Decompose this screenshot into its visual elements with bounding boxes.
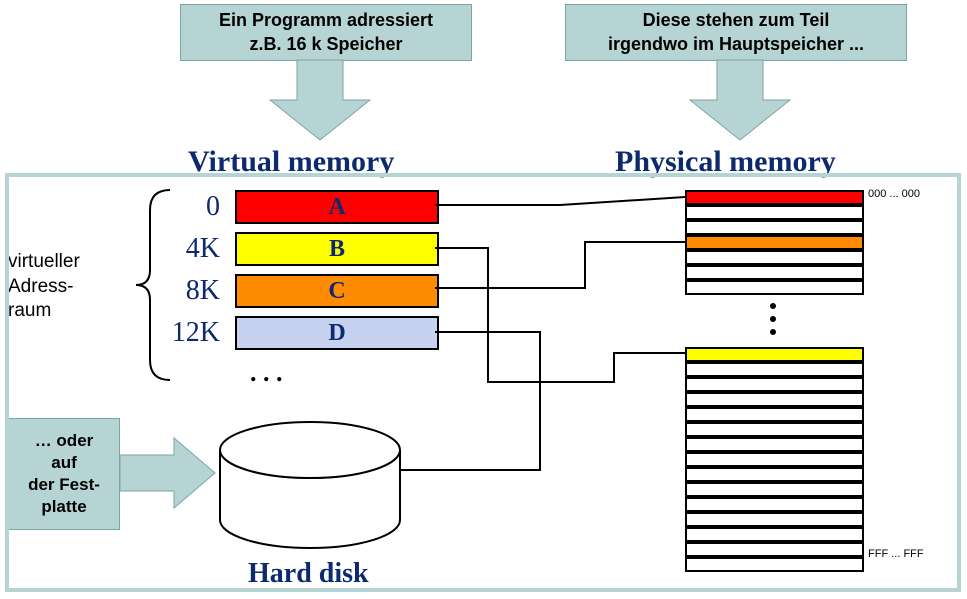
physical-slot [685,452,864,467]
title-hard-disk: Hard disk [248,558,369,590]
physical-slot [685,235,864,250]
side-label-line: virtueller [8,251,80,272]
virtual-ellipsis: . . . [250,358,283,388]
callout-top-left: Ein Programm adressiert z.B. 16 k Speich… [180,4,472,61]
disk-page-stripe [260,452,362,460]
title-physical-memory: Physical memory [615,145,836,179]
physical-slot [685,265,864,280]
callout-line: platte [41,497,86,516]
disk-page-stripe [260,440,362,448]
virtual-addr-label: 0 [170,191,220,223]
side-label-line: raum [8,300,51,321]
virtual-addr-label: 4K [170,233,220,265]
side-label-virtual-addressraum: virtueller Adress- raum [8,250,80,324]
addr-label-bottom: FFF ... FFF [868,548,924,560]
physical-slot [685,190,864,205]
callout-bottom-left: … oder auf der Fest- platte [8,418,120,530]
addr-label-top: 000 ... 000 [868,188,920,200]
physical-slot [685,467,864,482]
virtual-page-B: B [235,232,439,266]
title-virtual-memory: Virtual memory [188,145,394,179]
physical-slot [685,422,864,437]
side-label-line: Adress- [8,276,73,297]
callout-line: z.B. 16 k Speicher [249,34,402,54]
physical-slot [685,437,864,452]
physical-slot [685,362,864,377]
callout-line: irgendwo im Hauptspeicher ... [608,34,864,54]
dot [770,303,776,309]
physical-slot [685,557,864,572]
callout-top-right: Diese stehen zum Teil irgendwo im Haupts… [565,4,907,61]
physical-slot [685,392,864,407]
physical-slot [685,497,864,512]
physical-slot [685,482,864,497]
disk-page-stripe [260,464,362,472]
virtual-page-A: A [235,190,439,224]
dot [770,316,776,322]
virtual-addr-label: 12K [170,317,220,349]
callout-line: auf [51,453,77,472]
physical-slot [685,280,864,295]
physical-slot [685,512,864,527]
physical-slot [685,407,864,422]
callout-line: … oder [35,431,94,450]
physical-slot [685,542,864,557]
physical-slot [685,250,864,265]
virtual-page-D: D [235,316,439,350]
physical-slot [685,205,864,220]
physical-slot [685,377,864,392]
physical-slot [685,527,864,542]
physical-slot [685,347,864,362]
dot [770,329,776,335]
callout-line: Diese stehen zum Teil [643,10,830,30]
virtual-page-C: C [235,274,439,308]
physical-slot [685,220,864,235]
virtual-addr-label: 8K [170,275,220,307]
callout-line: der Fest- [28,475,100,494]
callout-line: Ein Programm adressiert [219,10,433,30]
